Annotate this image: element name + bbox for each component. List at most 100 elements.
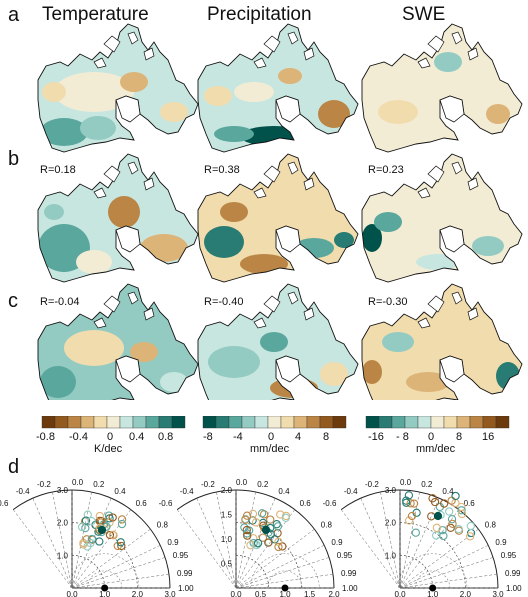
corr-ray (235, 509, 296, 589)
std-tick-label-y: 1.0 (57, 551, 69, 560)
corr-tick-label: -0.4 (344, 487, 358, 496)
rms-arc (398, 553, 468, 589)
model-marker (117, 519, 127, 529)
cb2-tick-2: 0 (428, 431, 435, 443)
model-marker (117, 541, 126, 551)
colorbar-swatch (482, 416, 497, 429)
model-marker (257, 509, 267, 518)
model-marker (95, 537, 104, 546)
corr-tick-label: 0.99 (177, 569, 193, 578)
corr-ray (399, 491, 420, 589)
corr-ray (71, 491, 92, 589)
corr-tick-label: 0.0 (236, 478, 248, 487)
model-marker (246, 541, 255, 550)
map-a-temperature (37, 23, 199, 153)
model-marker (273, 522, 283, 531)
ensemble-mean-marker (433, 511, 443, 521)
std-tick-label-x: 1.0 (279, 590, 291, 597)
colorbar-swatch (267, 416, 282, 429)
colorbar-swatch (404, 416, 419, 429)
model-marker (253, 538, 263, 548)
corr-ray (216, 491, 237, 589)
corr-tick-label: 0.6 (464, 499, 476, 508)
colorbar-swatch (417, 416, 432, 429)
std-tick-label-x: 1.0 (427, 590, 439, 597)
row-label-c: c (8, 290, 18, 312)
corr-tick-label: 0.8 (485, 520, 497, 529)
colorbar-swatch (132, 416, 147, 429)
corr-tick-label: 0.4 (278, 487, 290, 496)
model-marker (402, 498, 411, 507)
reference-point (281, 584, 289, 592)
ensemble-mean-marker (97, 525, 107, 535)
correlation-b-precipitation: R=0.38 (204, 164, 240, 176)
model-marker (242, 525, 251, 535)
std-arc (399, 555, 433, 589)
corr-ray (235, 557, 330, 589)
taylor-diagram-temperature: -0.6 -0.4 -0.2 0.0 0.2 0.4 0.6 0.8 0.9 0.95 0.99 1.… (0, 478, 194, 597)
corr-tick-label: 0.99 (505, 569, 521, 578)
cb2-tick-0: -16 (368, 431, 384, 443)
model-marker (404, 516, 414, 525)
corr-tick-label: 0.6 (136, 499, 148, 508)
colorbar-swatch (306, 416, 321, 429)
model-marker (274, 537, 283, 546)
reference-point (101, 584, 109, 592)
colorbar-swatch (54, 416, 69, 429)
model-marker (243, 531, 252, 540)
std-tick-label-y: 3.0 (385, 486, 397, 495)
model-marker (116, 538, 125, 547)
model-marker (251, 540, 260, 549)
colorbar-swatch (469, 416, 484, 429)
std-tick-label-x: 0.0 (394, 590, 406, 597)
model-marker (266, 515, 275, 524)
corr-ray (399, 545, 489, 589)
colorbar-swatch (443, 416, 458, 429)
map-c-precipitation (197, 283, 359, 400)
model-marker (440, 499, 449, 508)
model-marker (411, 528, 420, 537)
corr-tick-label: 0.2 (257, 480, 269, 489)
colorbar-swatch (365, 416, 380, 429)
model-marker (86, 538, 95, 548)
model-marker (105, 530, 115, 540)
corr-ray (360, 498, 401, 589)
std-tick-label-x: 2.0 (328, 590, 340, 597)
corr-tick-label: -0.6 (159, 499, 173, 508)
cb0-tick-1: -0.4 (69, 431, 88, 443)
map-a-swe (361, 23, 523, 153)
neg-corr-arc (176, 489, 237, 511)
model-marker (242, 511, 252, 520)
taylor-diagram-swe: -0.6 -0.4 -0.2 0.0 0.2 0.4 0.6 0.8 0.9 0.95 0.99 1.… (323, 478, 523, 597)
correlation-c-precipitation: R=-0.40 (204, 296, 244, 308)
row-label-d: d (8, 456, 20, 478)
corr-ray (177, 509, 237, 589)
cb0-unit: K/dec (94, 443, 123, 455)
std-tick-label-y: 0.5 (221, 560, 233, 569)
corr-ray (235, 545, 325, 589)
model-marker (87, 534, 97, 544)
corr-tick-label: 1.00 (506, 584, 522, 593)
model-marker (274, 542, 283, 552)
colorbar-strip (41, 416, 510, 429)
model-marker (446, 523, 455, 533)
std-arc (399, 489, 499, 589)
corr-tick-label: 0.95 (337, 551, 353, 560)
correlation-c-temperature: R=-0.04 (40, 296, 80, 308)
corr-tick-label: 0.0 (72, 478, 84, 487)
corr-ray (341, 509, 401, 589)
corr-tick-label: -0.6 (323, 499, 337, 508)
std-tick-label-y: 1.0 (385, 551, 397, 560)
colorbar-swatch (254, 416, 269, 429)
corr-ray (399, 557, 494, 589)
colorbar-swatch (215, 416, 230, 429)
std-tick-label-x: 0.0 (230, 590, 242, 597)
corr-tick-label: -0.6 (0, 499, 9, 508)
corr-tick-label: 0.4 (442, 487, 454, 496)
corr-tick-label: 0.95 (173, 551, 189, 560)
column-title-precipitation: Precipitation (207, 4, 312, 25)
corr-tick-label: 0.9 (167, 538, 179, 547)
corr-ray (235, 498, 276, 589)
map-c-swe (361, 283, 523, 400)
model-marker (81, 516, 91, 525)
